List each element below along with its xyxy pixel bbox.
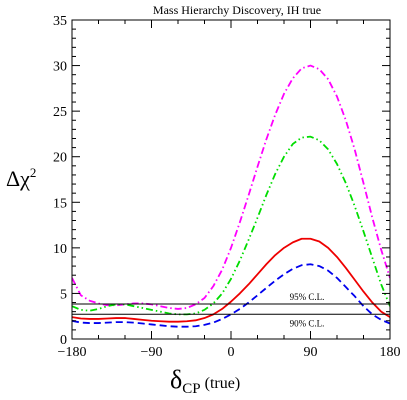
- y-tick-label: 0: [60, 333, 67, 348]
- y-tick-label: 5: [60, 287, 67, 302]
- y-tick-label: 15: [53, 196, 67, 211]
- y-tick-label: 30: [53, 60, 67, 75]
- y-tick-label: 10: [53, 242, 67, 257]
- x-tick-label: 90: [304, 345, 318, 360]
- chart-title: Mass Hierarchy Discovery, IH true: [153, 3, 321, 17]
- x-tick-label: −180: [58, 345, 87, 360]
- axis-ticks: −180 −90 0 90 180 0 5 10 15 20 25 30 35: [53, 14, 401, 360]
- y-axis-label-main: Δχ: [6, 166, 30, 191]
- y-tick-label: 35: [53, 14, 67, 29]
- y-axis-label-sup: 2: [30, 165, 37, 180]
- y-tick-label: 20: [53, 151, 67, 166]
- series-line-1: [72, 64, 390, 310]
- series-line-4: [72, 263, 390, 328]
- series-line-2: [72, 135, 390, 316]
- x-tick-label: 0: [228, 345, 235, 360]
- reference-lines: 95% C.L. 90% C.L.: [72, 292, 390, 328]
- x-axis-label: δCP (true): [170, 365, 240, 397]
- x-tick-label: 180: [380, 345, 401, 360]
- x-axis-label-suffix: (true): [201, 375, 241, 392]
- series-layer: [72, 64, 390, 328]
- x-axis-label-sub: CP: [182, 381, 200, 397]
- plot-frame: [71, 19, 391, 340]
- y-tick-label: 25: [53, 105, 67, 120]
- reference-line-label-2: 90% C.L.: [290, 318, 325, 328]
- reference-line-label-1: 95% C.L.: [290, 292, 325, 302]
- y-axis-label: Δχ2: [6, 165, 36, 191]
- x-axis-label-main: δ: [170, 365, 182, 394]
- series-line-3: [72, 237, 390, 323]
- x-tick-label: −90: [141, 345, 163, 360]
